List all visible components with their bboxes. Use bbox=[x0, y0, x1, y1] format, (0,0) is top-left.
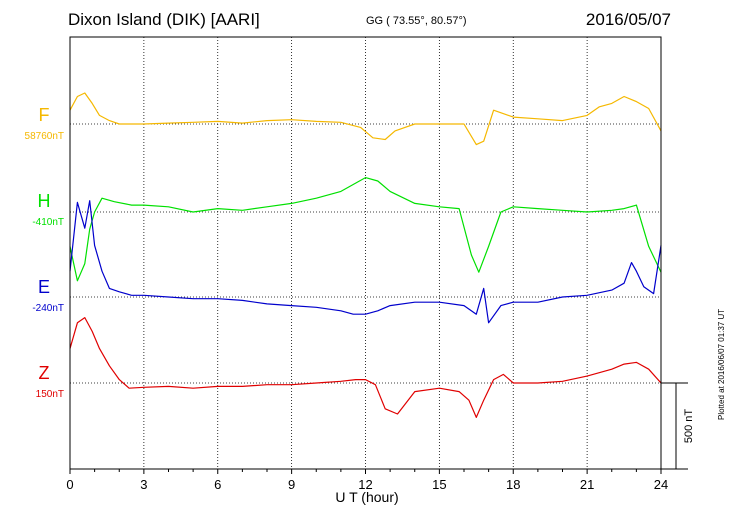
x-axis-label: U T (hour) bbox=[335, 489, 398, 505]
x-axis-ticks: 0 3 6 9 12 15 18 21 24 bbox=[66, 469, 668, 492]
series-line-e bbox=[69, 200, 662, 324]
chart-date: 2016/05/07 bbox=[585, 10, 671, 29]
series-baseline-z: 150nT bbox=[36, 389, 64, 400]
x-tick-label: 24 bbox=[654, 477, 668, 492]
plotted-timestamp: Plotted at 2016/06/07 01:37 UT bbox=[717, 308, 726, 420]
x-tick-label: 6 bbox=[214, 477, 221, 492]
x-tick-label: 21 bbox=[580, 477, 594, 492]
scale-bar-label: 500 nT bbox=[683, 409, 695, 444]
series-name-f: F bbox=[39, 105, 50, 125]
x-tick-label: 15 bbox=[432, 477, 446, 492]
x-tick-label: 12 bbox=[358, 477, 372, 492]
series-line-f bbox=[69, 92, 662, 146]
series-name-z: Z bbox=[39, 363, 50, 383]
series-line-h bbox=[69, 177, 662, 282]
x-tick-label: 0 bbox=[66, 477, 73, 492]
series-baseline-h: -410nT bbox=[32, 217, 64, 228]
series-baseline-f: 58760nT bbox=[25, 131, 64, 142]
series-name-e: E bbox=[38, 277, 50, 297]
series-baseline-e: -240nT bbox=[32, 303, 64, 314]
chart-title: Dixon Island (DIK) [AARI] bbox=[68, 10, 260, 29]
series-traces bbox=[69, 92, 662, 418]
station-coordinates: GG ( 73.55°, 80.57°) bbox=[366, 15, 467, 27]
series-name-h: H bbox=[38, 191, 51, 211]
x-tick-label: 9 bbox=[288, 477, 295, 492]
grid-lines bbox=[70, 37, 661, 469]
series-line-z bbox=[69, 317, 662, 418]
x-tick-label: 3 bbox=[140, 477, 147, 492]
x-tick-label: 18 bbox=[506, 477, 520, 492]
scale-bar: 500 nT bbox=[661, 382, 695, 470]
series-labels: F 58760nT H -410nT E -240nT Z 150nT bbox=[25, 105, 64, 400]
